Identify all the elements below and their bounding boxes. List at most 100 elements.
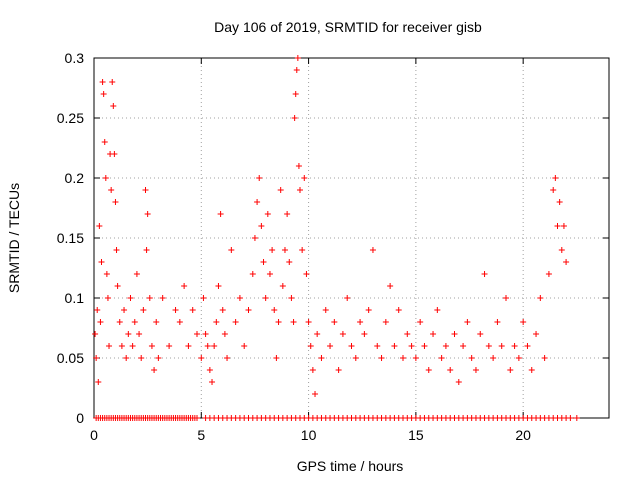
data-point	[291, 115, 298, 121]
data-point	[309, 367, 316, 373]
data-point	[125, 331, 132, 337]
data-point	[256, 175, 263, 181]
data-point	[269, 247, 276, 253]
data-point	[213, 319, 220, 325]
data-point	[357, 319, 364, 325]
data-point	[151, 367, 158, 373]
data-point	[339, 331, 346, 337]
data-point	[113, 247, 120, 253]
data-point	[140, 307, 147, 313]
data-point	[464, 319, 471, 325]
data-point	[98, 259, 105, 265]
data-point	[198, 355, 205, 361]
data-point	[143, 247, 150, 253]
data-point	[455, 379, 462, 385]
data-point	[118, 343, 125, 349]
data-point	[260, 259, 267, 265]
data-point	[112, 199, 119, 205]
data-point	[369, 247, 376, 253]
data-point	[560, 223, 567, 229]
data-point	[511, 343, 518, 349]
data-point	[490, 355, 497, 361]
data-point	[290, 319, 297, 325]
data-point	[447, 367, 454, 373]
data-point	[533, 331, 540, 337]
data-point	[293, 67, 300, 73]
data-point	[472, 367, 479, 373]
data-point	[352, 355, 359, 361]
data-point	[172, 307, 179, 313]
x-tick-label: 20	[515, 427, 531, 443]
data-point	[331, 319, 338, 325]
data-point	[245, 307, 252, 313]
y-tick-label: 0.3	[65, 50, 85, 66]
data-point	[434, 307, 441, 313]
data-point	[114, 283, 121, 289]
data-point	[251, 235, 258, 241]
data-point	[374, 343, 381, 349]
data-point	[129, 343, 136, 349]
x-tick-label: 10	[301, 427, 317, 443]
data-point	[303, 271, 310, 277]
x-tick-label: 0	[90, 427, 98, 443]
data-point	[102, 175, 109, 181]
data-point	[241, 343, 248, 349]
data-point	[494, 319, 501, 325]
data-point	[142, 187, 149, 193]
data-point	[92, 331, 99, 337]
data-point	[97, 319, 104, 325]
data-point	[100, 91, 107, 97]
data-point	[228, 247, 235, 253]
data-point	[277, 187, 284, 193]
data-points	[92, 55, 580, 421]
data-point	[344, 295, 351, 301]
data-point	[94, 307, 101, 313]
data-point	[99, 79, 106, 85]
data-point	[412, 355, 419, 361]
data-point	[271, 307, 278, 313]
data-point	[121, 307, 128, 313]
data-point	[391, 343, 398, 349]
data-point	[528, 367, 535, 373]
data-point	[395, 307, 402, 313]
data-point	[318, 355, 325, 361]
data-point	[524, 343, 531, 349]
data-point	[111, 151, 118, 157]
data-point	[503, 295, 509, 301]
data-point	[382, 319, 389, 325]
data-point	[108, 187, 115, 193]
zero-point	[567, 415, 574, 421]
data-point	[288, 295, 295, 301]
data-point	[185, 343, 192, 349]
y-tick-label: 0.1	[65, 290, 85, 306]
data-point	[249, 271, 256, 277]
data-point	[554, 223, 561, 229]
data-point	[262, 295, 269, 301]
data-point	[254, 199, 261, 205]
data-point	[556, 199, 563, 205]
data-point	[421, 343, 428, 349]
data-point	[292, 91, 299, 97]
data-point	[144, 211, 151, 217]
data-point	[166, 343, 173, 349]
data-point	[451, 331, 458, 337]
chart-title: Day 106 of 2019, SRMTID for receiver gis…	[214, 19, 482, 35]
data-point	[314, 331, 321, 337]
x-tick-label: 15	[408, 427, 424, 443]
data-point	[468, 355, 475, 361]
data-point	[387, 283, 394, 289]
data-point	[202, 331, 209, 337]
data-point	[176, 319, 183, 325]
data-point	[200, 295, 207, 301]
data-point	[123, 355, 130, 361]
y-tick-label: 0	[76, 410, 84, 426]
data-point	[297, 187, 303, 193]
data-point	[103, 271, 110, 277]
data-point	[258, 223, 265, 229]
data-point	[155, 355, 162, 361]
data-point	[194, 331, 200, 337]
data-point	[181, 283, 188, 289]
data-point	[264, 211, 271, 217]
data-point	[153, 319, 160, 325]
data-point	[232, 319, 239, 325]
